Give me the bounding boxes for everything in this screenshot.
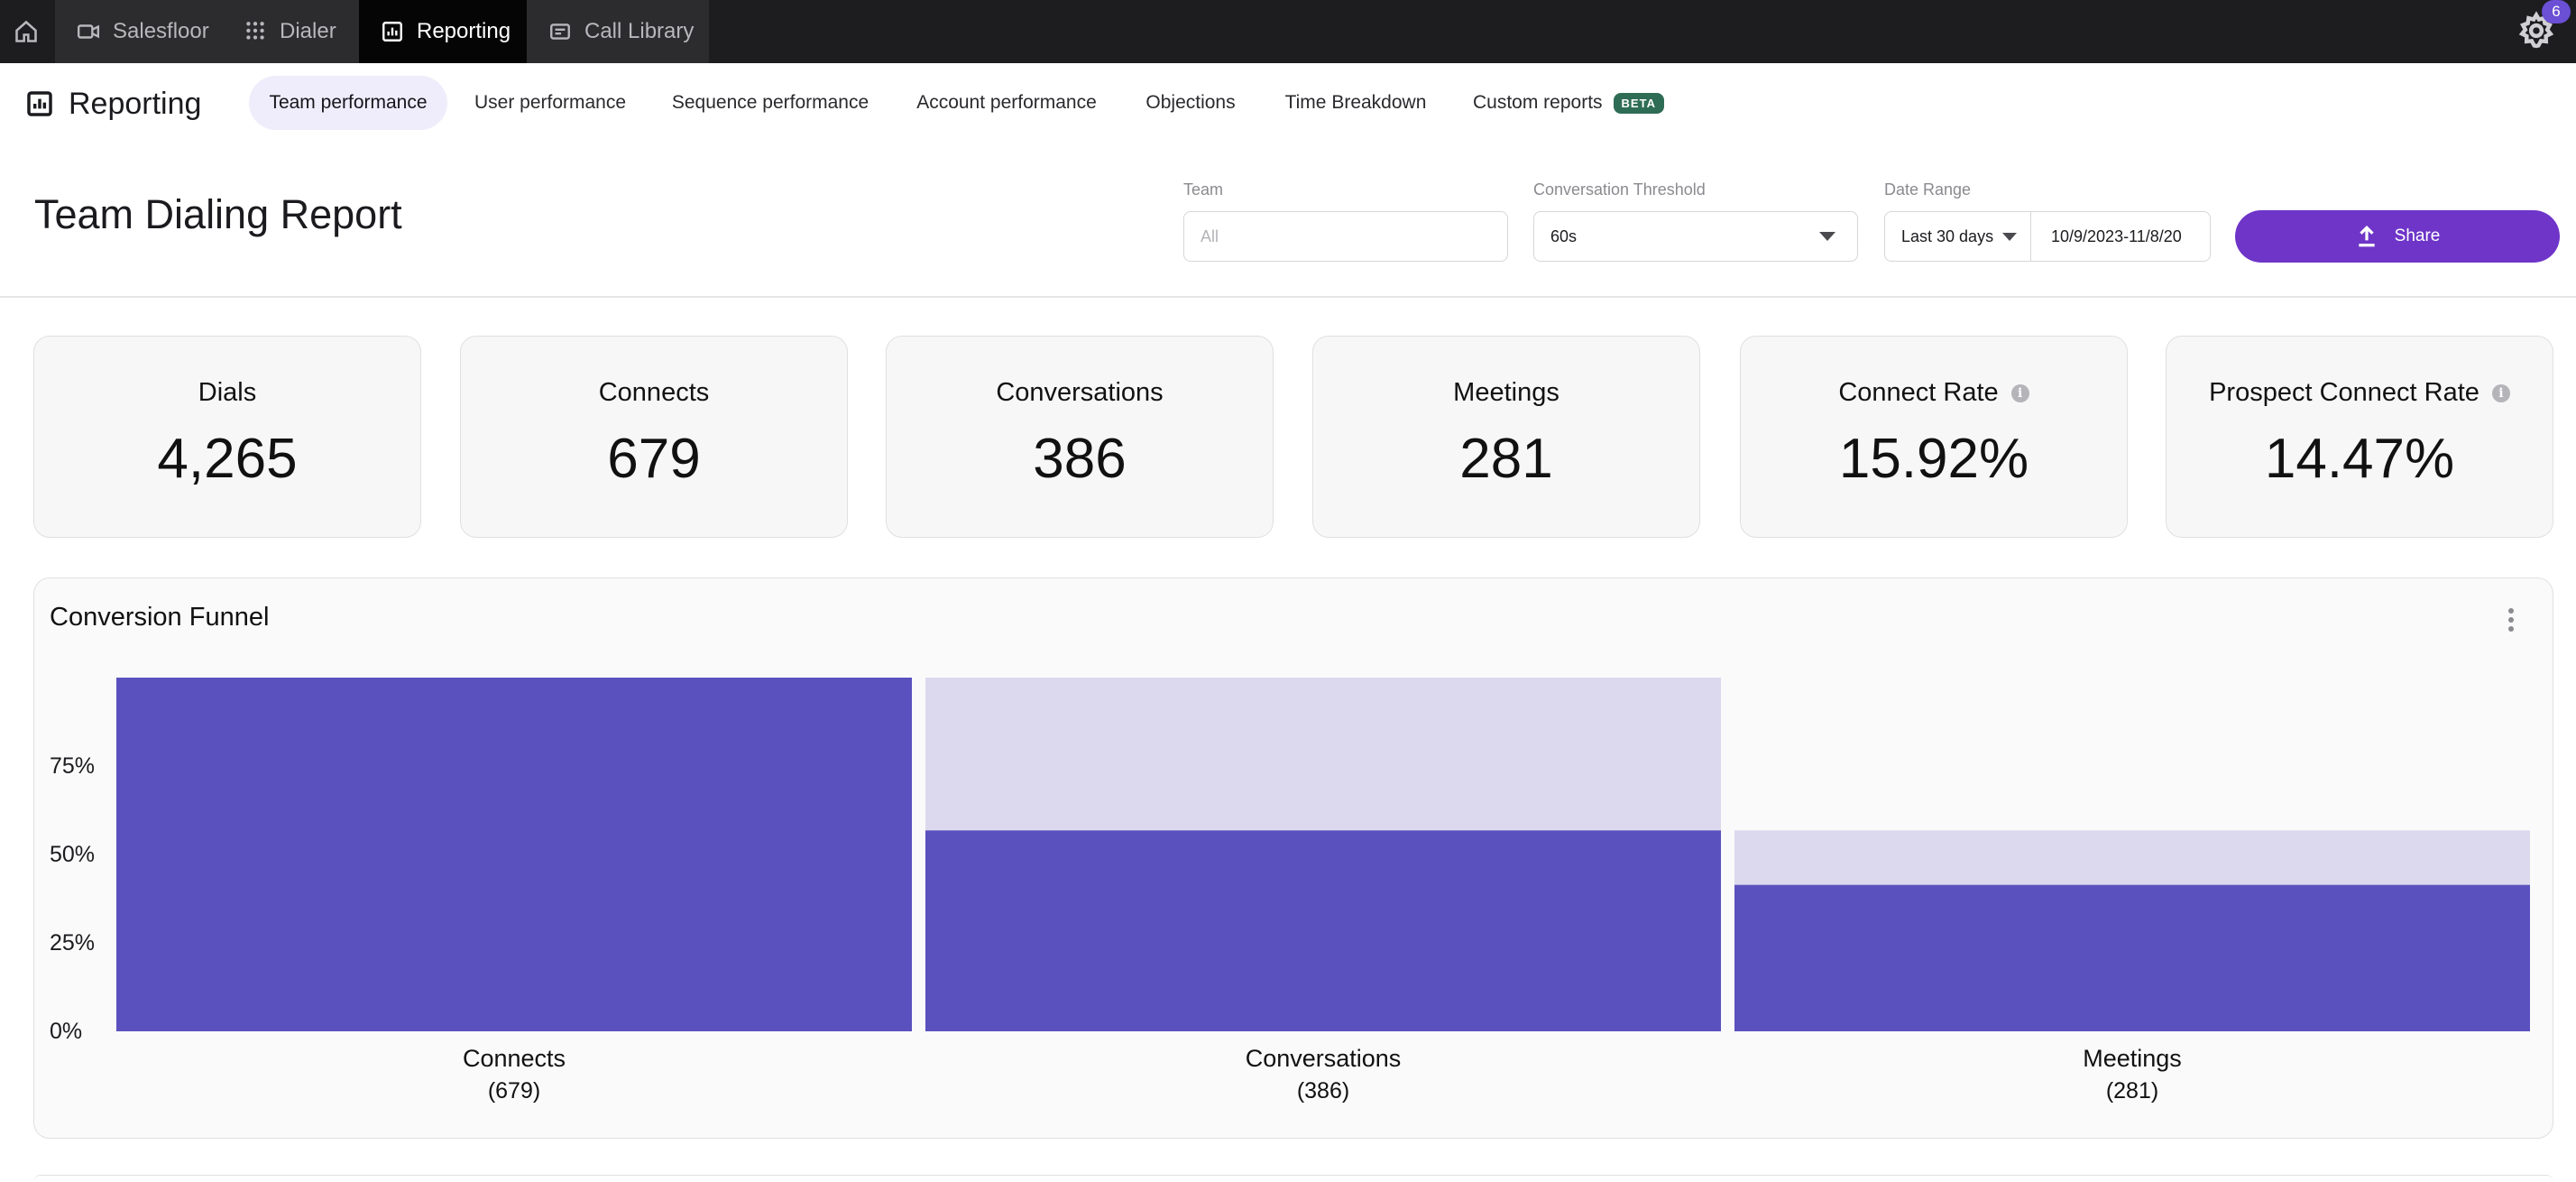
video-camera-icon (77, 24, 100, 39)
stat-label-text: Connects (598, 378, 710, 407)
reporting-title: Reporting (25, 85, 201, 123)
team-filter-placeholder: All (1201, 226, 1219, 245)
gear-icon (2518, 11, 2554, 49)
page-title: Team Dialing Report (34, 191, 402, 237)
x-category-label: Meetings (2083, 1045, 2182, 1072)
chevron-down-icon (2002, 232, 2018, 241)
home-button[interactable] (0, 0, 52, 63)
header-divider (0, 296, 2576, 298)
stat-label: Connects (461, 378, 847, 408)
tab-objections[interactable]: Objections (1145, 92, 1236, 113)
stat-card-dials: Dials 4,265 (33, 336, 421, 538)
stat-value: 281 (1459, 428, 1553, 490)
bar-chart-icon (382, 22, 402, 42)
stat-label: Dials (34, 378, 420, 408)
nav-tab-label: Dialer (280, 19, 336, 43)
date-range-value: 10/9/2023-11/8/20 (2051, 226, 2182, 245)
tab-time-breakdown[interactable]: Time Breakdown (1284, 92, 1427, 113)
card-stack-icon (550, 23, 570, 40)
threshold-select[interactable]: 60s (1533, 211, 1858, 262)
team-filter-input[interactable]: All (1183, 211, 1508, 262)
stat-card-prospect-connect-rate: Prospect Connect Rate i 14.47% (2166, 336, 2553, 538)
bar-chart-icon (27, 91, 52, 116)
date-range-label: Date Range (1884, 180, 1972, 199)
y-tick-label: 75% (50, 753, 95, 779)
tab-user-performance[interactable]: User performance (474, 92, 627, 113)
threshold-value: 60s (1550, 226, 1578, 245)
y-tick-label: 25% (50, 930, 95, 956)
share-button[interactable]: Share (2235, 210, 2560, 263)
stat-card-connects: Connects 679 (460, 336, 848, 538)
stat-label-text: Connect Rate (1838, 378, 1999, 407)
date-preset-value: Last 30 days (1901, 226, 1994, 245)
stat-card-conversations: Conversations 386 (886, 336, 1274, 538)
x-category-count: (386) (1297, 1078, 1349, 1104)
tab-sequence-performance[interactable]: Sequence performance (671, 92, 869, 113)
threshold-filter-label: Conversation Threshold (1533, 180, 1706, 199)
y-tick-label: 50% (50, 842, 95, 867)
nav-tab-salesfloor[interactable]: Salesfloor (55, 0, 222, 63)
stat-card-connect-rate: Connect Rate i 15.92% (1740, 336, 2128, 538)
funnel-bar (116, 678, 912, 1031)
nav-tab-reporting[interactable]: Reporting (359, 0, 527, 63)
y-tick-label: 0% (50, 1019, 82, 1044)
stat-label: Prospect Connect Rate i (2167, 378, 2553, 408)
info-icon[interactable]: i (2010, 383, 2029, 402)
beta-badge: BETA (1613, 92, 1664, 114)
home-icon (15, 20, 37, 42)
reporting-title-label: Reporting (69, 86, 202, 121)
settings-button[interactable] (2516, 11, 2558, 52)
stat-label-text: Dials (198, 378, 257, 407)
date-range-input[interactable]: 10/9/2023-11/8/20 (2030, 211, 2211, 262)
stat-label: Connect Rate i (1741, 378, 2127, 408)
nav-tab-label: Salesfloor (113, 19, 209, 43)
team-filter-label: Team (1183, 180, 1224, 199)
tab-account-performance[interactable]: Account performance (916, 92, 1097, 113)
funnel-bar (925, 830, 1721, 1031)
stat-value: 679 (607, 428, 701, 490)
nav-tab-call-library[interactable]: Call Library (527, 0, 709, 63)
tab-team-performance[interactable]: Team performance (249, 76, 447, 130)
stat-value: 15.92% (1838, 428, 2029, 490)
stat-label-text: Meetings (1453, 378, 1559, 407)
x-category-label: Conversations (1246, 1045, 1402, 1072)
share-button-label: Share (2394, 226, 2441, 245)
tab-custom-reports[interactable]: Custom reports BETA (1459, 76, 1678, 130)
funnel-bar (1734, 884, 2530, 1031)
nav-tab-label: Reporting (417, 19, 511, 43)
reporting-subnav: Reporting Team performance User performa… (0, 63, 2576, 144)
dialpad-icon (246, 22, 264, 40)
top-app-bar: Salesfloor Dialer Reporting Call Library… (0, 0, 2576, 63)
nav-tab-label: Call Library (584, 19, 695, 43)
stat-value: 14.47% (2264, 428, 2455, 490)
stat-value: 4,265 (157, 428, 298, 490)
chevron-down-icon (1819, 232, 1835, 241)
x-category-count: (281) (2106, 1078, 2158, 1104)
info-icon[interactable]: i (2491, 383, 2510, 402)
stat-label: Meetings (1313, 378, 1699, 408)
upload-icon (2358, 225, 2375, 247)
stat-label-text: Conversations (996, 378, 1164, 407)
notification-badge: 6 (2542, 0, 2571, 23)
nav-tab-dialer[interactable]: Dialer (222, 0, 359, 63)
tab-custom-reports-label: Custom reports (1473, 92, 1603, 113)
funnel-title: Conversion Funnel (50, 603, 270, 632)
x-category-count: (679) (488, 1078, 540, 1104)
next-panel-edge (33, 1175, 2553, 1182)
more-options-icon[interactable] (2500, 606, 2522, 633)
x-category-label: Connects (463, 1045, 566, 1072)
stat-card-meetings: Meetings 281 (1312, 336, 1700, 538)
stat-value: 386 (1033, 428, 1127, 490)
stat-label: Conversations (887, 378, 1273, 408)
stat-label-text: Prospect Connect Rate (2209, 378, 2479, 407)
